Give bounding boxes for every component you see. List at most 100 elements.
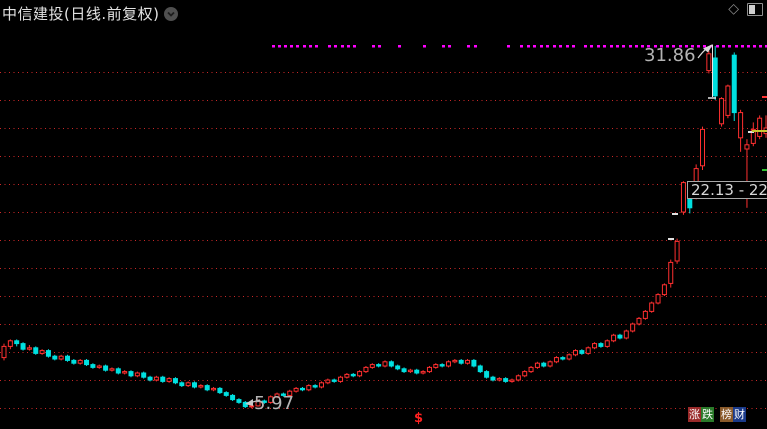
candle-body	[217, 387, 223, 394]
candle-body	[1, 345, 7, 359]
hot-badge-3[interactable]: 财	[733, 407, 746, 422]
toolbar-right: ◇	[728, 2, 763, 16]
candle-body	[71, 359, 77, 364]
signal-dot	[272, 45, 275, 48]
signal-dot	[467, 45, 470, 48]
candle-body	[630, 323, 636, 332]
signal-dot	[309, 45, 312, 48]
signal-dot	[423, 45, 426, 48]
white-dash-marker	[668, 238, 674, 240]
low-arrowhead	[245, 399, 253, 406]
candle-body	[522, 371, 528, 377]
candle-body	[319, 382, 324, 388]
candle-body	[553, 357, 559, 363]
candle-body	[731, 54, 737, 114]
signal-dot	[290, 45, 293, 48]
candle-body	[223, 392, 229, 396]
candle-body	[185, 382, 191, 387]
signal-dot	[540, 45, 543, 48]
candle-body	[668, 261, 674, 284]
signal-dot	[398, 45, 401, 48]
signal-dot	[703, 45, 706, 48]
candle-body	[725, 85, 731, 116]
white-dash-marker	[748, 131, 754, 133]
candle-body	[363, 366, 369, 373]
candle-body	[420, 371, 426, 374]
candle-body	[636, 317, 642, 325]
signal-dot	[610, 45, 613, 48]
stock-title: 中信建投(日线.前复权)	[2, 5, 160, 23]
candle-body	[719, 98, 725, 125]
candle-body	[433, 364, 439, 368]
candle-body	[58, 355, 64, 360]
candle-body	[598, 343, 604, 347]
candle-body	[592, 343, 598, 349]
candle-body	[160, 376, 166, 382]
candle-body	[192, 382, 197, 388]
signal-dot	[660, 45, 663, 48]
signal-dot	[303, 45, 306, 48]
candle-body	[579, 350, 585, 354]
candle-body	[45, 350, 51, 357]
candle-body	[20, 343, 26, 350]
signal-dot	[747, 45, 750, 48]
candle-body	[490, 376, 496, 381]
chevron-down-icon[interactable]	[164, 6, 179, 21]
diamond-icon[interactable]: ◇	[728, 1, 739, 17]
candle-body	[750, 128, 756, 144]
hot-badge-0[interactable]: 涨	[688, 407, 701, 422]
candle-body	[280, 393, 286, 396]
chart-header: 中信建投(日线.前复权)	[2, 3, 179, 24]
signal-dot	[629, 45, 632, 48]
signal-dot	[635, 45, 638, 48]
signal-dot	[641, 45, 644, 48]
candle-body	[680, 182, 686, 213]
candle-body	[661, 284, 667, 296]
candle-body	[312, 385, 318, 388]
hot-badge-1[interactable]: 跌	[701, 407, 714, 422]
candle-body	[115, 368, 121, 374]
signal-dot	[527, 45, 530, 48]
signal-dot	[328, 45, 331, 48]
candle-body	[90, 364, 96, 368]
candle-body	[122, 371, 128, 374]
candle-body	[39, 350, 45, 354]
signal-dot	[546, 45, 549, 48]
candle-body	[77, 359, 83, 364]
candle-body	[674, 240, 680, 262]
signal-dot	[341, 45, 344, 48]
candle-body	[401, 368, 407, 373]
signal-dot	[603, 45, 606, 48]
hot-badge-2[interactable]: 榜	[720, 407, 733, 422]
candle-body	[471, 359, 477, 367]
candle-body	[547, 361, 553, 367]
candle-body	[382, 361, 388, 367]
signal-dot	[765, 45, 767, 48]
candle-body	[655, 294, 661, 304]
candle-body	[566, 354, 572, 360]
candle-body	[52, 355, 58, 360]
candle-body	[338, 376, 344, 382]
signal-dot	[741, 45, 744, 48]
candle-body	[33, 347, 39, 354]
candle-body	[147, 376, 153, 381]
candle-body	[325, 379, 331, 384]
signal-dot	[654, 45, 657, 48]
candle-body	[306, 385, 312, 391]
gap-range-label: 22.13 - 22.	[687, 181, 767, 199]
candle-body	[179, 382, 185, 387]
candle-body	[369, 364, 375, 368]
candle-body	[496, 378, 502, 381]
signal-dot	[666, 45, 669, 48]
candle-body	[357, 371, 363, 377]
candle-body	[204, 385, 210, 391]
signal-dot	[334, 45, 337, 48]
signal-dot	[442, 45, 445, 48]
split-panel-icon[interactable]	[747, 2, 763, 16]
candle-body	[426, 366, 432, 373]
candle-body	[611, 334, 617, 342]
signal-dot	[572, 45, 575, 48]
candle-body	[465, 359, 471, 364]
